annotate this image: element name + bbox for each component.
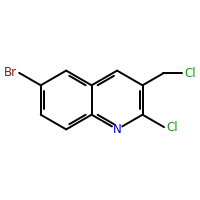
Text: Cl: Cl [184, 67, 196, 80]
Text: Cl: Cl [166, 121, 178, 134]
Text: N: N [113, 123, 121, 136]
Text: Br: Br [4, 66, 17, 79]
Circle shape [113, 125, 122, 134]
